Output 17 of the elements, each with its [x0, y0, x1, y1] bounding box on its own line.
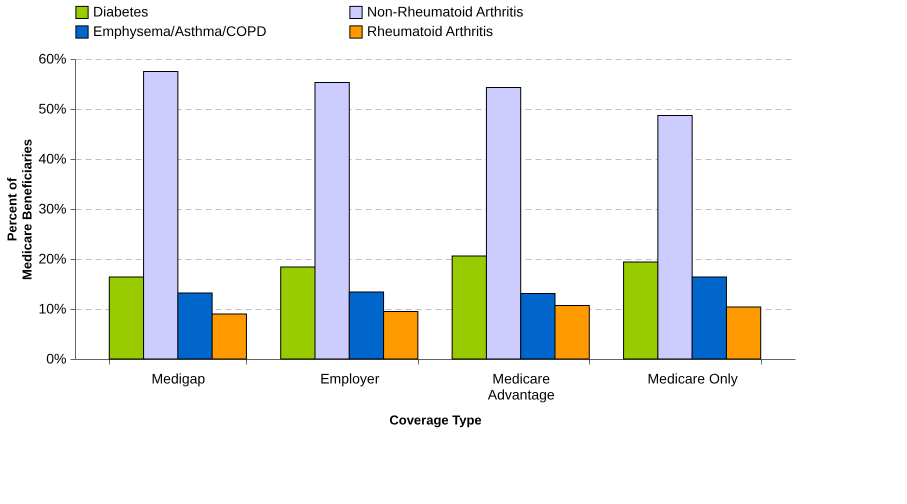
y-tick-label: 30% — [38, 200, 66, 216]
y-axis-title: Percent of Medicare Beneficiaries — [4, 139, 34, 280]
y-tick-label: 50% — [38, 100, 66, 116]
legend-label: Rheumatoid Arthritis — [367, 23, 494, 39]
x-tick-label: Medicare Advantage — [488, 370, 555, 402]
legend-label: Non-Rheumatoid Arthritis — [367, 3, 524, 20]
y-tick-label: 0% — [46, 350, 66, 366]
y-tick-label: 40% — [38, 150, 66, 166]
x-tick-label: Medigap — [152, 370, 206, 386]
x-tick-label: Medicare Only — [648, 370, 738, 386]
x-tick-label: Employer — [320, 370, 380, 386]
y-tick-label: 60% — [38, 50, 66, 66]
legend-label: Emphysema/Asthma/COPD — [93, 23, 266, 39]
y-tick-label: 10% — [38, 300, 66, 316]
legend-label: Diabetes — [93, 3, 148, 20]
y-tick-label: 20% — [38, 250, 66, 266]
x-axis-title: Coverage Type — [389, 412, 482, 428]
